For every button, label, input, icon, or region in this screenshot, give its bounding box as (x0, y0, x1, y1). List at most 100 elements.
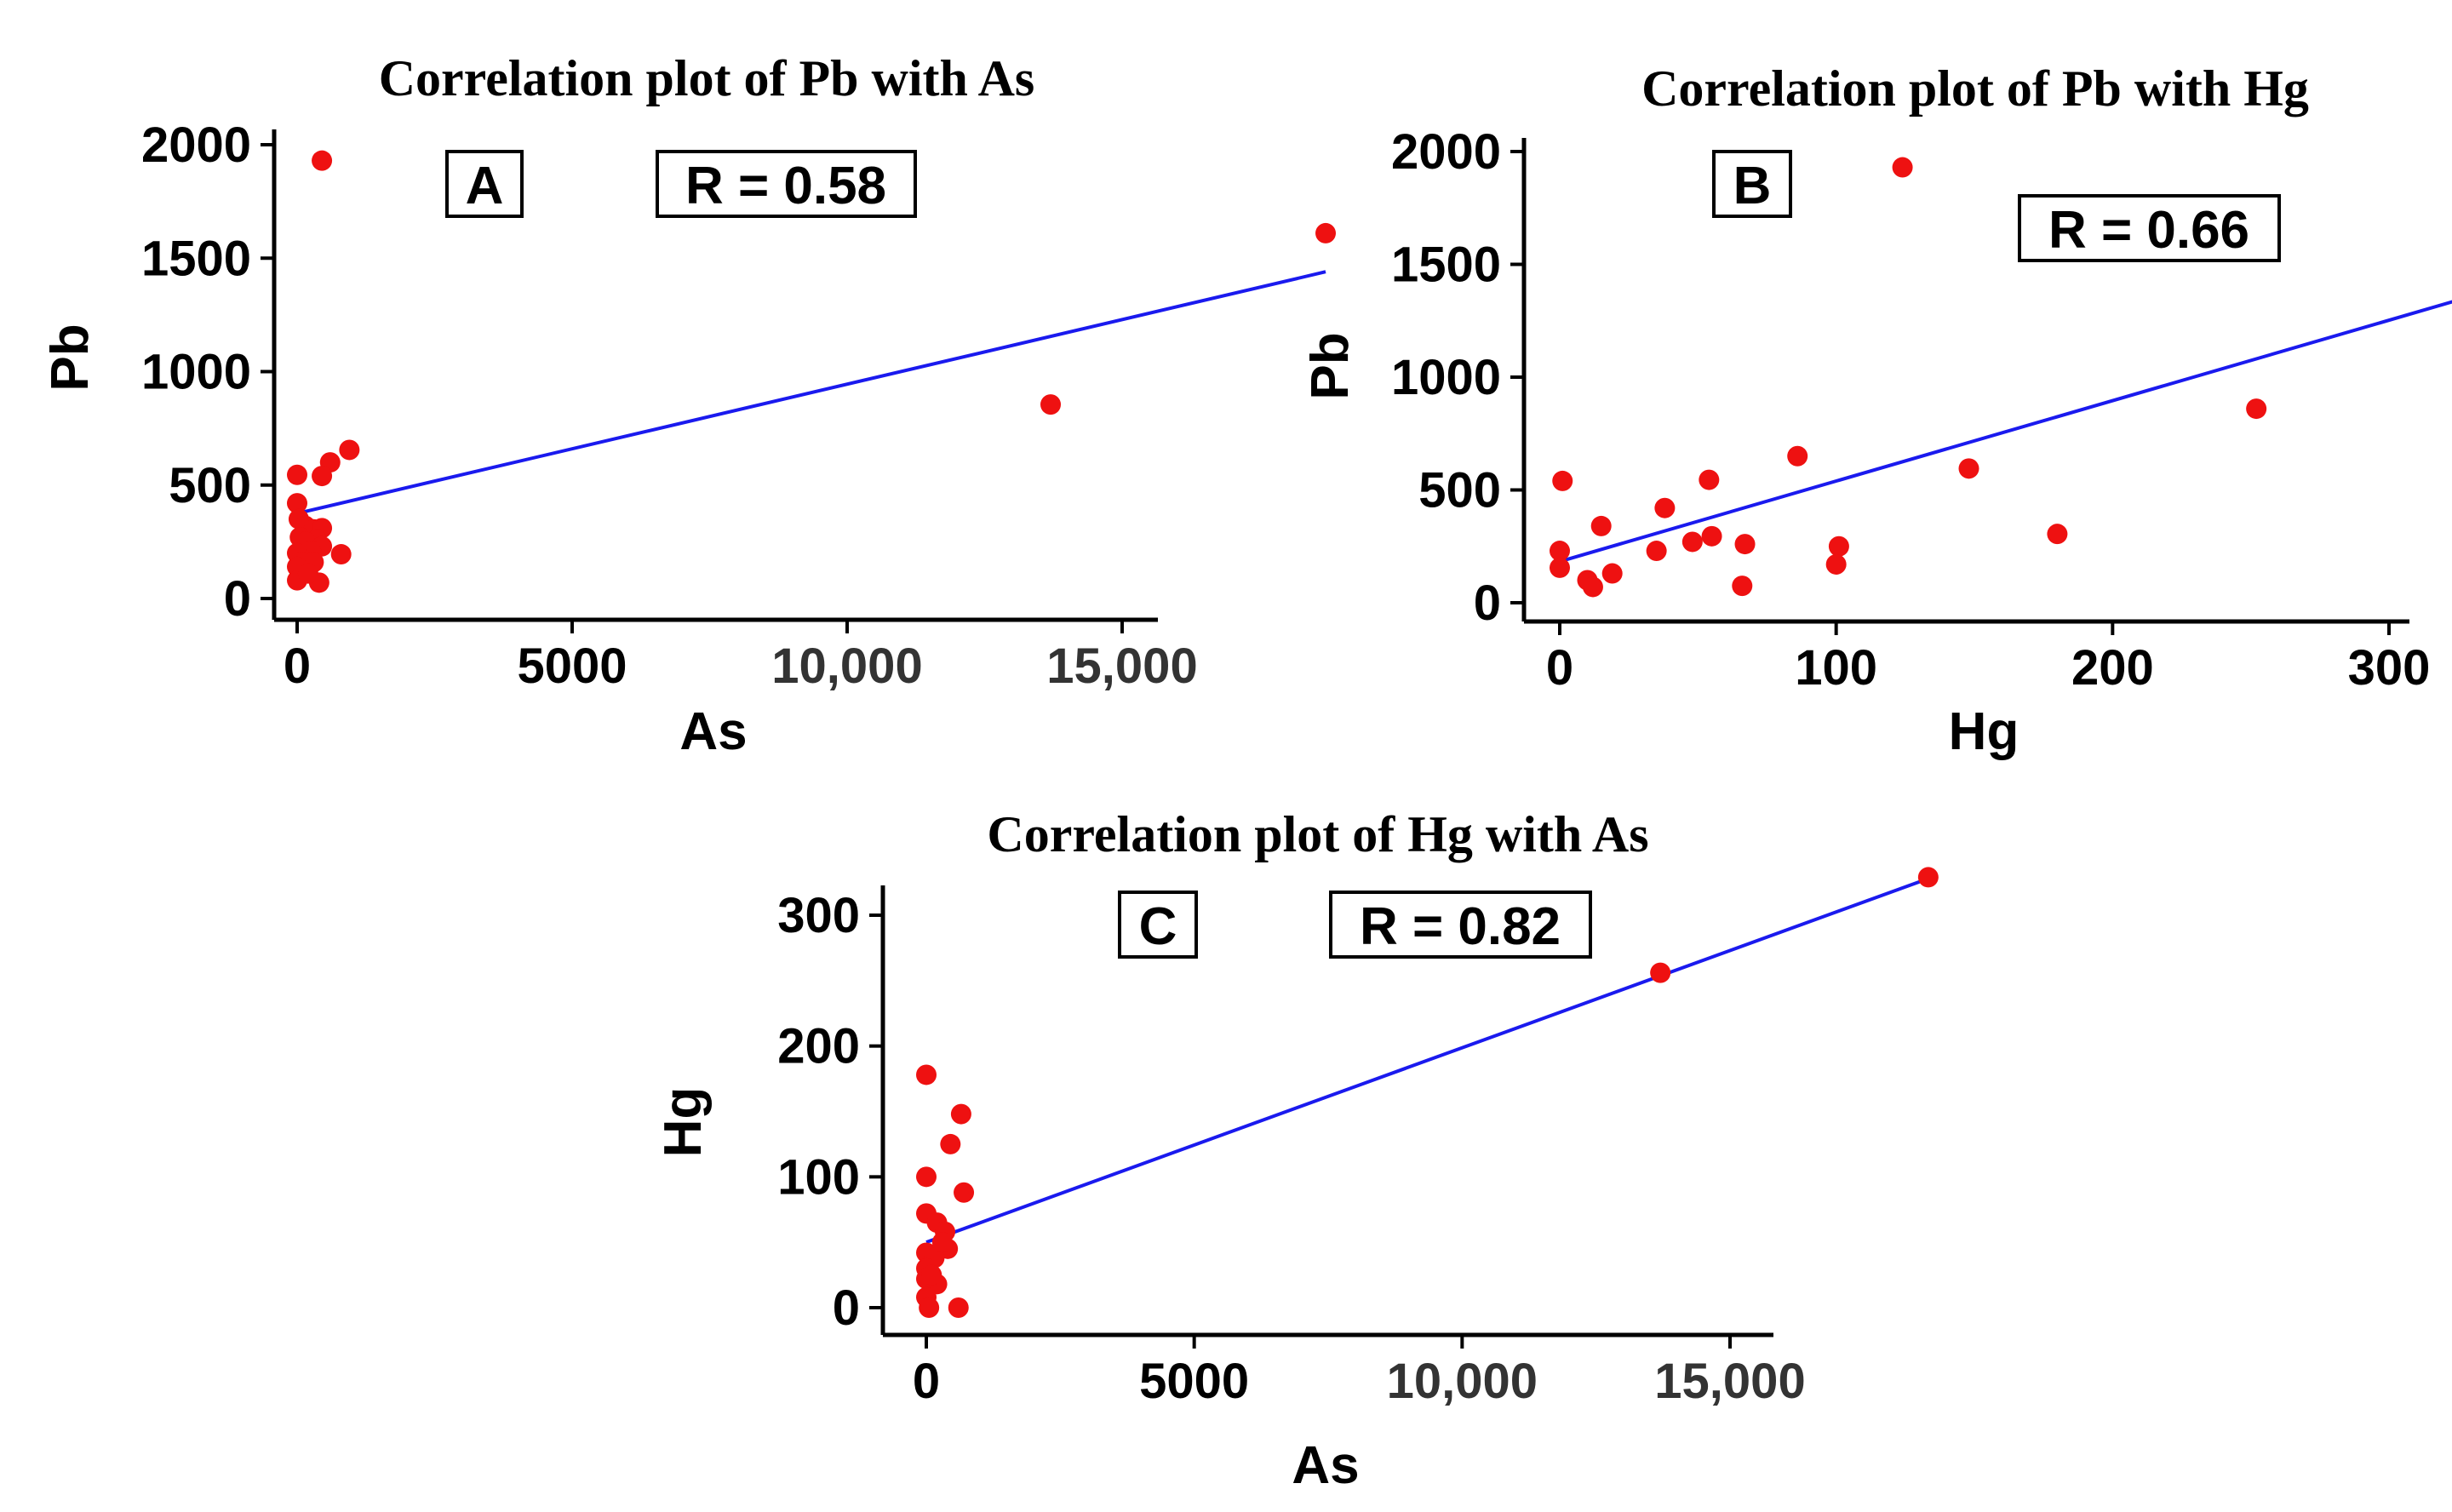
panel-a-y-tick-label: 1000 (141, 345, 251, 400)
panel-c-data-point (940, 1133, 961, 1154)
panel-a-title: Correlation plot of Pb with As (379, 50, 1035, 106)
panel-a-y-label: Pb (41, 324, 100, 391)
panel-c-letter: C (1139, 897, 1177, 956)
panel-c-data-point (1917, 867, 1939, 888)
panel-b-y-tick-label: 2000 (1391, 124, 1501, 180)
panel-c-x-label: As (1292, 1436, 1359, 1495)
panel-c-data-point (916, 1166, 937, 1188)
panel-b-data-point (1958, 458, 1979, 479)
panel-b-data-point (1590, 515, 1612, 536)
panel-b-y-tick-label: 1000 (1391, 350, 1501, 405)
panel-b-x-tick-label: 100 (1795, 640, 1877, 696)
panel-c-y-tick-label: 300 (777, 888, 860, 943)
panel-a-y-ticks: 0 500 1000 1500 2000 (141, 117, 274, 627)
panel-a-data-point (1315, 222, 1337, 243)
panel-b-y-ticks: 0 500 1000 1500 2000 (1391, 124, 1524, 631)
panel-a-x-tick-label: 0 (284, 639, 311, 694)
panel-b-data-point (1828, 536, 1849, 557)
panel-b-data-point (1646, 541, 1667, 562)
panel-b-r-box (2018, 194, 2281, 262)
panel-b-x-ticks: 0 100 200 300 (1546, 621, 2430, 696)
panel-c-y-ticks: 0 100 200 300 (777, 888, 883, 1336)
panel-c-letter-box (1118, 891, 1198, 959)
panel-a-x-label: As (679, 702, 747, 761)
panel-c-y-tick-label: 100 (777, 1149, 860, 1205)
panel-b-data-point (1734, 534, 1756, 555)
panel-a-data-point (287, 493, 307, 514)
panel-b-x-tick-label: 200 (2071, 640, 2154, 696)
panel-c-data-point (950, 1103, 971, 1125)
panel-a-y-tick-label: 2000 (141, 117, 251, 173)
panel-a-y-tick-label: 1500 (141, 231, 251, 286)
panel-b-plot-area (1550, 157, 2452, 598)
panel-a-plot-area (287, 150, 1337, 593)
panel-b-r-value: R = 0.66 (2048, 201, 2249, 260)
panel-b-data-point (1701, 525, 1722, 547)
panel-a-data-point (312, 150, 333, 171)
panel-b-letter: B (1733, 157, 1772, 215)
panel-b-data-point (1892, 157, 1913, 178)
panel-c-y-tick-label: 0 (833, 1280, 860, 1336)
panel-b-y-label: Pb (1301, 332, 1360, 399)
panel-c-plot-area (916, 867, 1939, 1318)
panel-c-x-ticks: 0 5000 10,000 15,000 (913, 1335, 1806, 1409)
panel-a-data-point (312, 466, 333, 487)
panel-c-x-tick-label: 0 (913, 1354, 940, 1409)
panel-b-data-point (1654, 497, 1676, 518)
panel-b-data-point (1825, 553, 1847, 575)
panel-a-letter: A (466, 157, 504, 215)
panel-a-x-tick-label: 10,000 (771, 639, 922, 694)
panel-b-y-tick-label: 1500 (1391, 238, 1501, 293)
panel-c-data-point (921, 1264, 942, 1286)
panel-b-x-tick-label: 0 (1546, 640, 1573, 696)
panel-c-data-point (916, 1064, 937, 1085)
panel-c-data-point (931, 1232, 953, 1253)
panel-b-data-point (1550, 557, 1570, 578)
panel-c-r-value: R = 0.82 (1360, 897, 1561, 956)
panel-b-x-label: Hg (1949, 702, 2019, 761)
panel-c-data-point (919, 1297, 940, 1318)
panel-a-y-tick-label: 500 (169, 458, 251, 513)
panel-b-title: Correlation plot of Pb with Hg (1641, 60, 2309, 117)
panel-c-y-tick-label: 200 (777, 1019, 860, 1074)
panel-c-fit-line (925, 877, 1929, 1245)
panel-b-data-point (2246, 398, 2267, 420)
panel-a-r-value: R = 0.58 (685, 157, 886, 215)
panel-b-data-point (1601, 563, 1623, 584)
panel-b-data-point (2047, 524, 2068, 545)
panel-b-data-point (1582, 576, 1603, 598)
panel-b-data-point (1732, 576, 1753, 597)
panel-b-data-point (1787, 445, 1808, 467)
panel-a-letter-box (445, 150, 524, 218)
panel-b-y-tick-label: 0 (1474, 576, 1501, 631)
panel-b-data-point (1550, 541, 1570, 562)
panel-c-data-point (948, 1297, 969, 1318)
panel-c-x-tick-label: 5000 (1139, 1354, 1249, 1409)
panel-c-x-tick-label: 15,000 (1654, 1354, 1805, 1409)
panel-b-letter-box (1712, 150, 1792, 218)
panel-c-title: Correlation plot of Hg with As (987, 806, 1648, 862)
panel-a-x-tick-label: 15,000 (1046, 639, 1197, 694)
panel-c: Correlation plot of Hg with As 0 100 200 30… (654, 806, 1939, 1495)
panel-a-y-tick-label: 0 (224, 571, 251, 627)
panel-a-data-point (330, 544, 352, 565)
panel-a: Correlation plot of Pb with As 0 500 1000 1… (41, 50, 1337, 761)
panel-c-data-point (1650, 962, 1671, 983)
panel-c-r-box (1329, 891, 1592, 959)
panel-a-x-ticks: 0 5000 10,000 15,000 (284, 620, 1198, 694)
panel-b-fit-line (1564, 300, 2452, 562)
panel-b-data-point (1681, 531, 1703, 553)
panel-a-data-point (297, 563, 318, 584)
panel-a-data-point (1040, 394, 1062, 415)
panel-b-data-point (1699, 469, 1720, 490)
panel-c-data-point (954, 1182, 975, 1203)
panel-c-y-label: Hg (654, 1087, 713, 1158)
panel-a-data-point (287, 464, 307, 485)
panel-a-r-box (656, 150, 917, 218)
panel-a-data-point (339, 439, 360, 461)
panel-a-fit-line (296, 270, 1326, 516)
panel-b-y-tick-label: 500 (1418, 463, 1501, 518)
panel-c-x-tick-label: 10,000 (1387, 1354, 1538, 1409)
panel-b: Correlation plot of Pb with Hg 050010001… (1301, 60, 2452, 761)
